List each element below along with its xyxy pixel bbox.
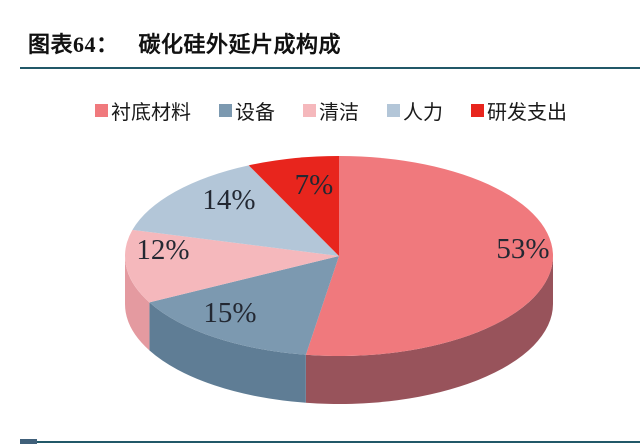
legend-swatch-equipment <box>219 104 232 117</box>
pie-slice-3 <box>132 165 339 256</box>
pie-slice-side-0 <box>305 256 553 404</box>
pie-slice-2 <box>125 229 340 303</box>
pie-data-label-4: 7% <box>295 169 334 201</box>
pie-data-label-3: 14% <box>202 184 255 216</box>
bottom-rule-tick <box>20 439 37 444</box>
chart-legend: 衬底材料 设备 清洁 人力 研发支出 <box>95 96 567 125</box>
legend-item-rnd: 研发支出 <box>471 96 567 125</box>
pie-data-label-2: 12% <box>136 234 189 266</box>
legend-swatch-substrate <box>95 104 108 117</box>
pie-data-label-0: 53% <box>496 233 549 265</box>
legend-swatch-rnd <box>471 104 484 117</box>
legend-item-substrate: 衬底材料 <box>95 96 191 125</box>
title-underline-rule <box>20 67 640 69</box>
legend-label-equipment: 设备 <box>235 102 275 124</box>
legend-item-labor: 人力 <box>387 96 443 125</box>
legend-item-equipment: 设备 <box>219 96 275 125</box>
legend-label-rnd: 研发支出 <box>487 102 567 124</box>
pie-slice-4 <box>248 156 339 256</box>
pie-data-label-1: 15% <box>203 297 256 329</box>
legend-item-cleaning: 清洁 <box>303 96 359 125</box>
legend-label-cleaning: 清洁 <box>319 102 359 124</box>
legend-label-substrate: 衬底材料 <box>111 102 191 124</box>
pie-slice-side-2 <box>125 256 150 351</box>
chart-title-text: 碳化硅外延片成构成 <box>138 32 342 57</box>
legend-label-labor: 人力 <box>403 102 443 124</box>
pie-slice-side-1 <box>149 302 306 403</box>
bottom-rule <box>20 441 640 443</box>
pie-slice-1 <box>149 256 339 355</box>
legend-swatch-labor <box>387 104 400 117</box>
chart-title: 图表64： 碳化硅外延片成构成 <box>28 31 341 59</box>
chart-title-index: 图表64： <box>28 32 119 57</box>
pie-slice-0 <box>305 156 554 356</box>
legend-swatch-cleaning <box>303 104 316 117</box>
